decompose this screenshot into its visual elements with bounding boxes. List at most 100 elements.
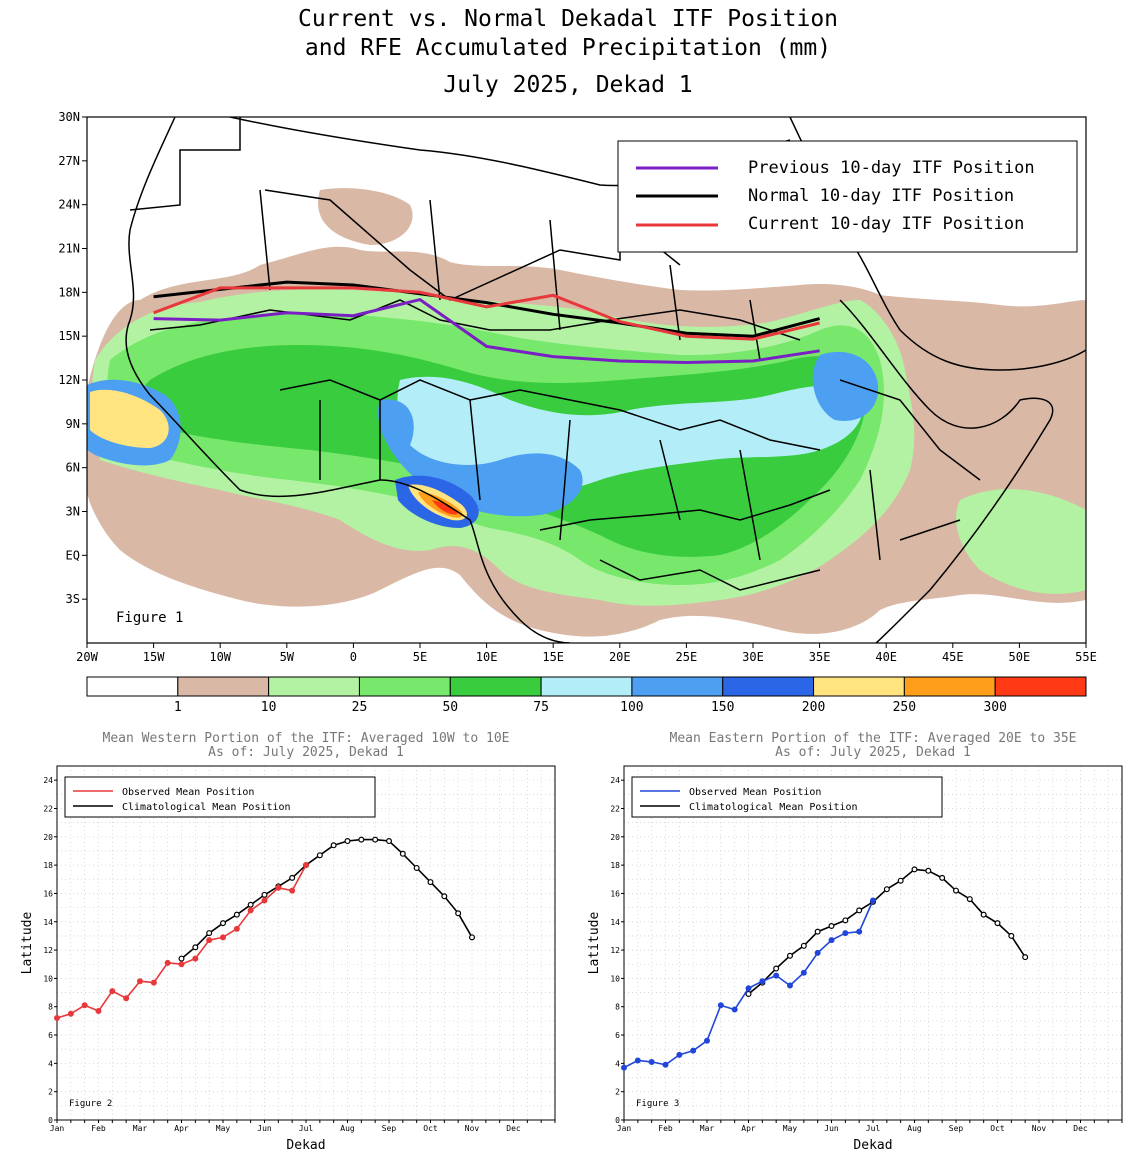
data-point: [289, 887, 296, 894]
data-point: [966, 896, 973, 903]
lon-tick-label: 30E: [742, 650, 764, 664]
month-label: Mar: [133, 1124, 148, 1133]
data-point: [399, 850, 406, 857]
month-label: Jan: [50, 1124, 65, 1133]
data-point: [53, 1015, 60, 1022]
lon-tick-label: 15E: [542, 650, 564, 664]
data-point: [662, 1061, 669, 1068]
data-point: [717, 1002, 724, 1009]
data-point: [427, 879, 434, 886]
main-title: Current vs. Normal Dekadal ITF Position …: [298, 6, 838, 98]
data-point: [883, 886, 890, 893]
figure-1-label: Figure 1: [116, 610, 183, 626]
data-point: [178, 955, 185, 962]
y-tick-label: 12: [43, 946, 53, 955]
lon-tick-label: 10W: [209, 650, 231, 664]
data-point: [980, 911, 987, 918]
month-label: Nov: [1032, 1124, 1047, 1133]
y-tick-label: 24: [43, 776, 53, 785]
lon-tick-label: 40E: [875, 650, 897, 664]
lat-tick-label: 27N: [58, 154, 80, 168]
chart-grid: [623, 766, 1123, 1121]
y-tick-label: 18: [43, 861, 53, 870]
chart-legend-label: Climatological Mean Position: [689, 802, 858, 813]
colorbar-swatch: [903, 676, 996, 697]
y-tick-label: 6: [615, 1031, 620, 1040]
chart-legend-label: Climatological Mean Position: [122, 802, 291, 813]
inner-borders-5: [539, 489, 831, 531]
map-axes: 20W 15W 10W 5W 0 5E 10E 15E 20E 25E 30E 35E 40E 45E 50…: [58, 110, 1097, 664]
data-point: [358, 836, 365, 843]
lat-tick-label: 18N: [58, 285, 80, 299]
inner-borders-4: [279, 379, 821, 451]
data-point: [786, 952, 793, 959]
chart-grid: [56, 766, 556, 1121]
y-tick-label: 10: [43, 974, 53, 983]
inner-borders-3: [149, 299, 801, 341]
itf-lines: [153, 280, 820, 365]
month-label: Apr: [741, 1124, 756, 1133]
data-point: [372, 836, 379, 843]
colorbar-swatch: [813, 676, 905, 697]
colorbar-label: 75: [533, 700, 549, 715]
month-label: May: [216, 1124, 231, 1133]
colorbar-label: 25: [352, 700, 368, 715]
data-point: [330, 842, 337, 849]
colorbar-swatch: [631, 676, 724, 697]
data-point: [952, 887, 959, 894]
west-africa-coast: [125, 117, 571, 643]
chart-legend-box: [64, 776, 376, 818]
month-label: Apr: [174, 1124, 189, 1133]
y-tick-label: 18: [610, 861, 620, 870]
x-axis-label: Dekad: [853, 1138, 892, 1153]
series-climatological-mean-position: [178, 836, 476, 962]
colorbar-label: 300: [983, 700, 1006, 715]
data-point: [773, 965, 780, 972]
colorbar-label: 50: [442, 700, 458, 715]
data-point: [261, 891, 268, 898]
data-point: [828, 937, 835, 944]
precip-10-25-se: [956, 489, 1086, 594]
month-label: Aug: [340, 1124, 355, 1133]
data-point: [413, 864, 420, 871]
lon-tick-label: 5W: [280, 650, 295, 664]
month-label: Feb: [91, 1124, 106, 1133]
colorbar-swatch: [268, 676, 360, 697]
chart-legend: Observed Mean Position Climatological Mea…: [64, 776, 376, 818]
data-point: [939, 874, 946, 881]
y-tick-label: 12: [610, 946, 620, 955]
lat-tick-label: 3N: [66, 505, 80, 519]
data-point: [469, 934, 476, 941]
data-point: [316, 852, 323, 859]
colorbar-swatch: [994, 676, 1087, 697]
western-itf-chart: Mean Western Portion of the ITF: Average…: [20, 731, 556, 1153]
lon-tick-label: 15W: [143, 650, 165, 664]
colorbar-label: 150: [711, 700, 734, 715]
data-point: [344, 838, 351, 845]
chart-title-line-2: As of: July 2025, Dekad 1: [775, 745, 971, 760]
y-tick-label: 16: [610, 889, 620, 898]
chart-legend: Observed Mean Position Climatological Mea…: [631, 776, 943, 818]
chart-legend-label: Observed Mean Position: [689, 787, 821, 798]
figure-label: Figure 2: [69, 1099, 112, 1109]
data-point: [303, 862, 310, 869]
precip-300-plus: [432, 500, 458, 515]
data-point: [261, 897, 268, 904]
series-observed-mean-position: [53, 862, 310, 1022]
series-line: [56, 864, 307, 1019]
colorbar-swatch: [177, 676, 270, 697]
data-point: [842, 930, 849, 937]
series-climatological-mean-position: [745, 866, 1029, 997]
itf-normal-line: [153, 280, 820, 338]
data-point: [814, 949, 821, 956]
data-point: [386, 838, 393, 845]
lat-tick-label: 30N: [58, 110, 80, 124]
lon-tick-label: 20E: [609, 650, 631, 664]
data-point: [247, 901, 254, 908]
data-point: [828, 923, 835, 930]
data-point: [800, 942, 807, 949]
colorbar-swatch: [722, 676, 815, 697]
data-point: [137, 978, 144, 985]
data-point: [275, 884, 282, 891]
